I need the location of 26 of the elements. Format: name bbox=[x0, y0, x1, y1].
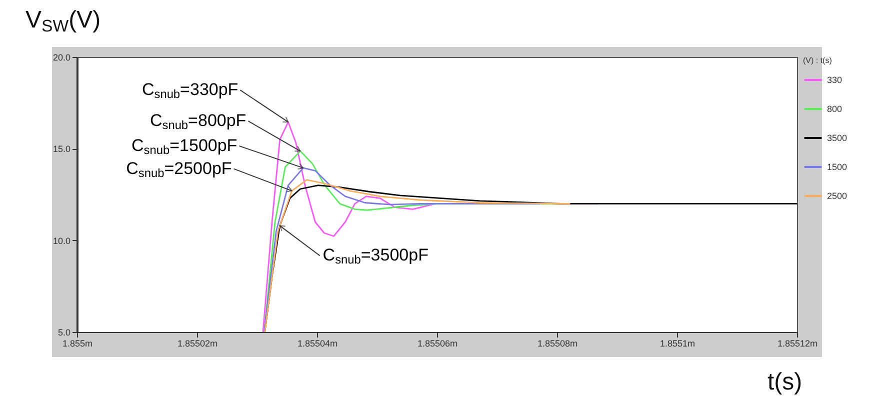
legend-label: 1500 bbox=[827, 162, 848, 172]
x-tick-label: 1.85506m bbox=[417, 338, 458, 348]
line-series bbox=[264, 167, 541, 332]
y-tick-label: 10.0 bbox=[52, 236, 70, 246]
annotation: C$_{snub}$=330pF bbox=[142, 80, 238, 102]
annotation: C$_{snub}$=800pF bbox=[150, 111, 246, 132]
y-tick-label: 20.0 bbox=[52, 52, 70, 62]
x-tick-label: 1.85502m bbox=[177, 338, 218, 348]
x-tick-label: 1.855m bbox=[62, 338, 93, 348]
annotation: C$_{snub}$=1500pF bbox=[132, 136, 238, 157]
annotation: C$_{snub}$=3500pF bbox=[322, 246, 428, 267]
y-axis-title: V$_{SW}$(V) bbox=[26, 6, 101, 36]
legend-label: 2500 bbox=[827, 191, 848, 201]
x-tick-label: 1.85504m bbox=[297, 338, 338, 348]
x-axis-title: t(s) bbox=[768, 368, 802, 396]
x-tick-label: 1.85512m bbox=[777, 338, 818, 348]
legend-label: 800 bbox=[827, 104, 842, 114]
x-tick-label: 1.85508m bbox=[537, 338, 578, 348]
y-tick-label: 15.0 bbox=[52, 144, 70, 154]
legend-label: 3500 bbox=[827, 133, 848, 143]
x-tick-label: 1.8551m bbox=[660, 338, 696, 348]
legend-label: 330 bbox=[827, 75, 842, 85]
annotation: C$_{snub}$=2500pF bbox=[126, 158, 232, 180]
y-tick-label: 5.0 bbox=[58, 328, 70, 338]
line-series bbox=[264, 179, 571, 332]
legend-title: (V) : t(s) bbox=[803, 56, 832, 65]
